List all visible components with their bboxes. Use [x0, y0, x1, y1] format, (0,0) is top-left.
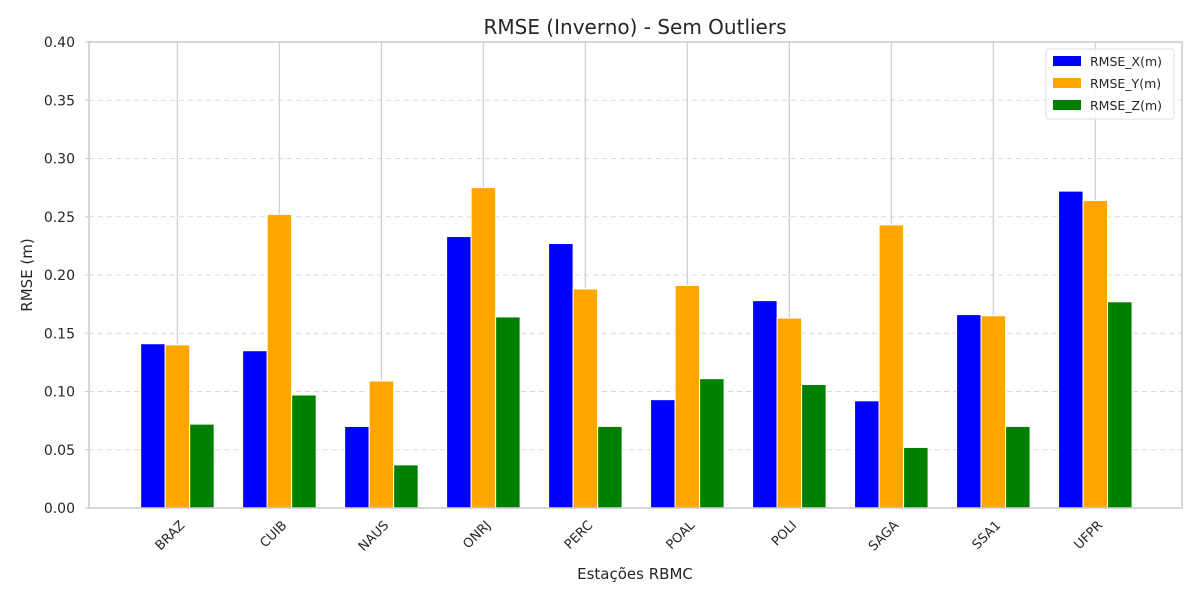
bar-RMSE_Z(m)-ONRJ: [495, 316, 521, 509]
bar-RMSE_Z(m)-CUIB: [291, 394, 317, 509]
y-tick-label: 0.20: [44, 268, 75, 284]
y-axis-label: RMSE (m): [18, 238, 36, 311]
bar-RMSE_Z(m)-PERC: [597, 425, 623, 509]
legend-swatch: [1053, 100, 1081, 110]
x-tick-label: ONRJ: [460, 518, 494, 552]
bar-RMSE_X(m)-ONRJ: [446, 236, 472, 509]
x-tick-label: UFPR: [1072, 518, 1107, 553]
y-tick-label: 0.15: [44, 326, 75, 342]
x-tick-label: NAUS: [356, 518, 392, 554]
bar-RMSE_Y(m)-ONRJ: [470, 187, 497, 509]
bar-RMSE_Z(m)-UFPR: [1107, 301, 1133, 509]
bar-RMSE_X(m)-PERC: [548, 243, 574, 509]
legend-label: RMSE_Z(m): [1090, 98, 1162, 113]
y-tick-label: 0.35: [44, 93, 75, 109]
bar-RMSE_Y(m)-NAUS: [368, 380, 395, 509]
x-tick-label: POLI: [769, 518, 800, 549]
bar-RMSE_X(m)-UFPR: [1058, 190, 1084, 509]
x-tick-label: PERC: [562, 518, 596, 552]
bar-RMSE_Z(m)-BRAZ: [189, 423, 215, 509]
y-tick-label: 0.30: [44, 152, 75, 168]
bar-RMSE_X(m)-NAUS: [344, 425, 370, 509]
legend-label: RMSE_Y(m): [1090, 76, 1161, 91]
bar-RMSE_Z(m)-POLI: [801, 384, 827, 509]
bar-RMSE_X(m)-POAL: [650, 399, 676, 509]
bar-RMSE_Y(m)-SAGA: [878, 224, 905, 509]
x-tick-label: CUIB: [257, 518, 290, 551]
bar-RMSE_Z(m)-NAUS: [393, 464, 419, 509]
legend-swatch: [1053, 56, 1081, 66]
bar-RMSE_Y(m)-CUIB: [266, 213, 293, 509]
bar-RMSE_Y(m)-SSA1: [980, 315, 1007, 509]
bar-RMSE_X(m)-SAGA: [854, 400, 880, 509]
y-tick-label: 0.05: [44, 443, 75, 459]
x-tick-label: POAL: [664, 518, 699, 553]
x-tick-label: BRAZ: [153, 518, 189, 554]
bar-RMSE_Y(m)-PERC: [572, 288, 599, 509]
bar-RMSE_X(m)-CUIB: [242, 350, 268, 509]
x-tick-label: SSA1: [970, 518, 1005, 553]
x-tick-label: SAGA: [866, 518, 902, 554]
legend-label: RMSE_X(m): [1090, 54, 1162, 69]
bar-RMSE_Y(m)-POLI: [776, 317, 803, 509]
bar-RMSE_Z(m)-POAL: [699, 378, 725, 509]
bar-RMSE_Y(m)-BRAZ: [164, 344, 191, 509]
chart-title: RMSE (Inverno) - Sem Outliers: [483, 15, 786, 39]
y-tick-label: 0.10: [44, 385, 75, 401]
plot-frame: [88, 41, 1183, 509]
bar-RMSE_Z(m)-SSA1: [1005, 425, 1031, 509]
bar-RMSE_X(m)-POLI: [752, 300, 778, 509]
bar-RMSE_Y(m)-POAL: [674, 284, 701, 509]
bar-RMSE_X(m)-BRAZ: [140, 343, 166, 509]
bar-RMSE_Z(m)-SAGA: [903, 446, 929, 509]
x-axis-label: Estações RBMC: [577, 565, 693, 583]
bar-RMSE_X(m)-SSA1: [956, 314, 982, 509]
y-tick-label: 0.00: [44, 501, 75, 517]
bar-RMSE_Y(m)-UFPR: [1082, 199, 1109, 509]
bars-layer: [140, 187, 1133, 509]
y-tick-label: 0.40: [44, 35, 75, 51]
y-tick-label: 0.25: [44, 210, 75, 226]
legend-swatch: [1053, 78, 1081, 88]
legend: RMSE_X(m) RMSE_Y(m) RMSE_Z(m): [1045, 48, 1175, 120]
